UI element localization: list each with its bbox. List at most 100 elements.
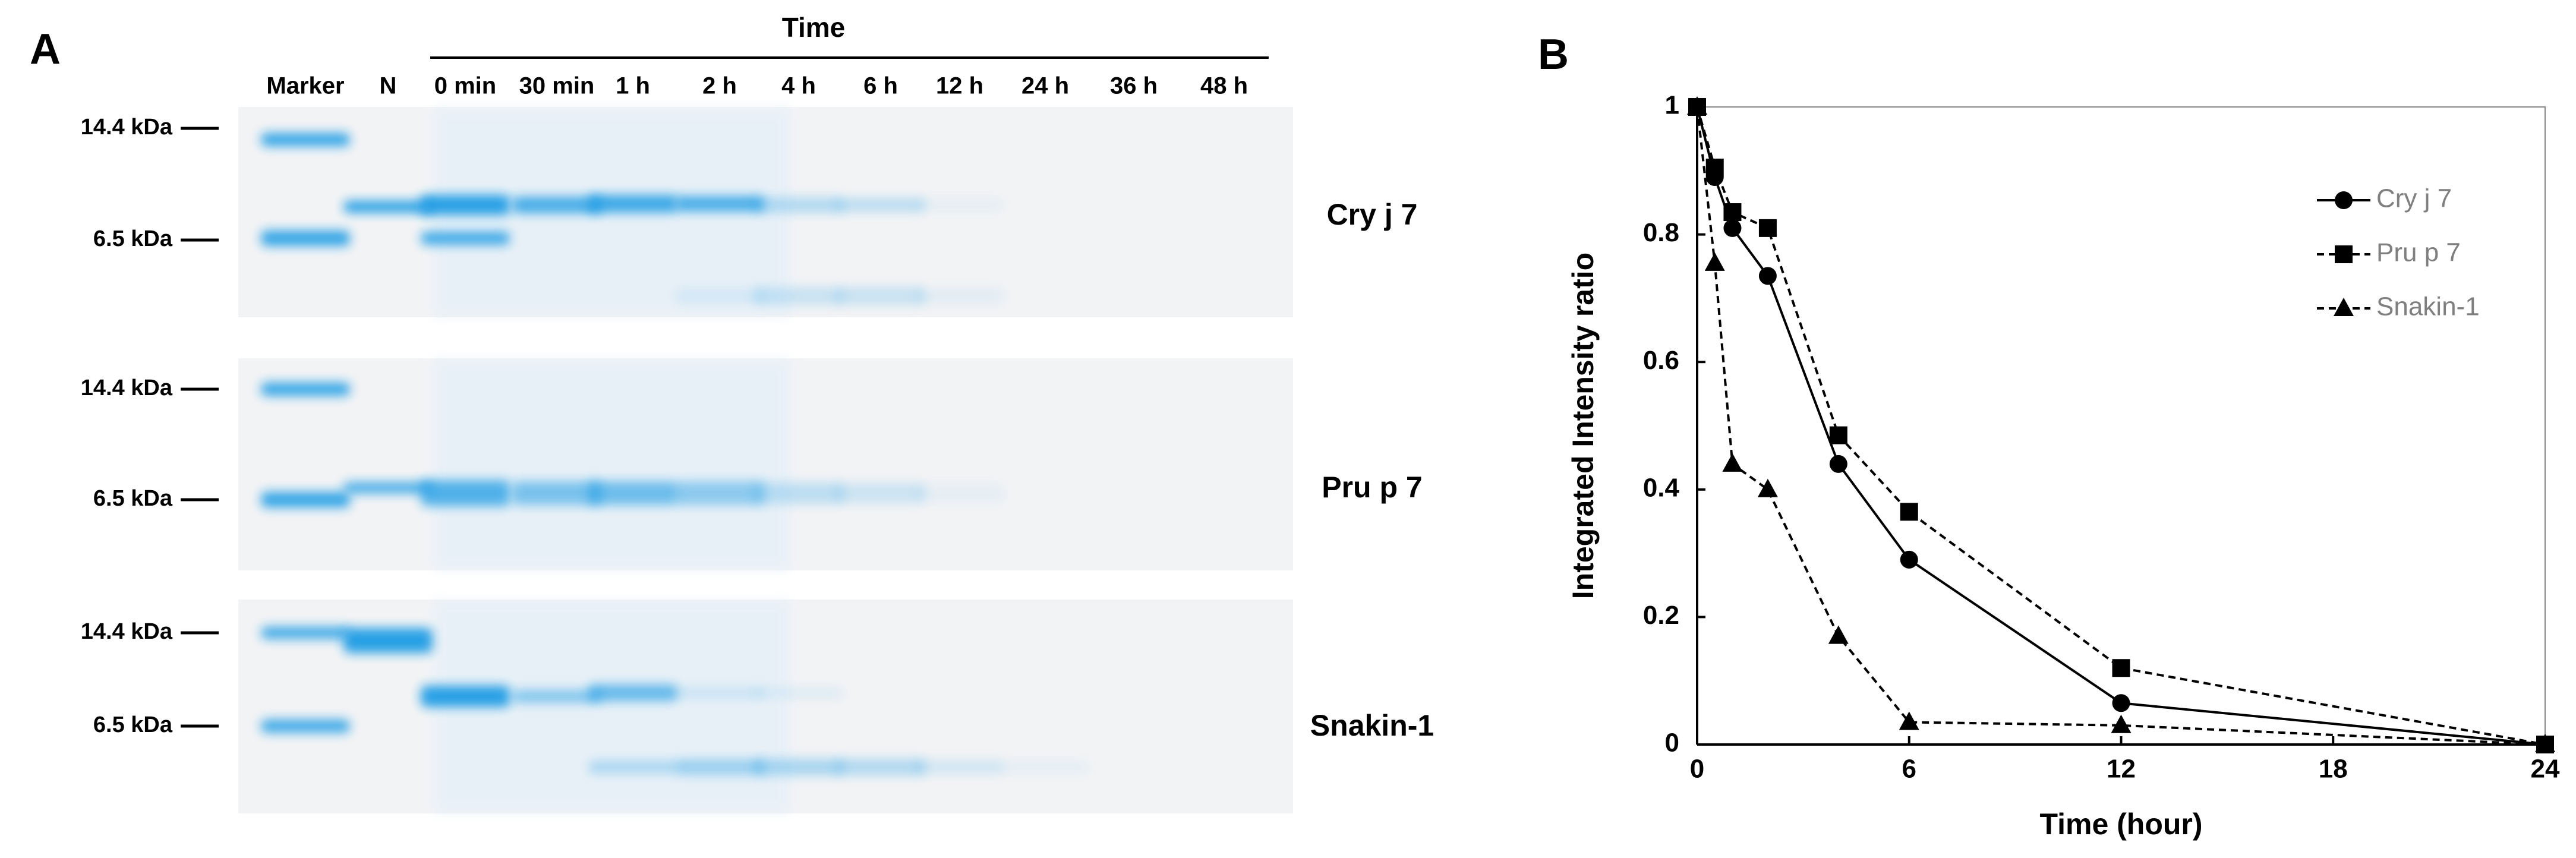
gel-band (915, 288, 1004, 304)
series-line (1696, 106, 2546, 746)
lane-label: 24 h (1021, 73, 1069, 99)
y-tick-label: 0 (1665, 728, 1679, 758)
gel-band (836, 198, 925, 212)
gel-band (261, 492, 350, 507)
marker-label: 6.5 kDa (93, 486, 173, 511)
y-tick-label: 0.6 (1643, 346, 1679, 375)
gel-band (754, 482, 843, 504)
lane-label: 1 h (616, 73, 650, 99)
gel-band (261, 627, 350, 639)
marker-label: 14.4 kDa (81, 115, 173, 140)
data-point (2111, 714, 2132, 733)
gel-band (836, 759, 925, 775)
data-point (1722, 453, 1743, 472)
gel-band (675, 196, 764, 212)
gel-band (512, 197, 601, 213)
gel-band (754, 687, 843, 698)
gel-band (261, 133, 350, 146)
gel-band (675, 288, 764, 304)
protein-name: Snakin-1 (1310, 709, 1434, 742)
gel-band (261, 383, 350, 396)
legend-marker (2334, 298, 2354, 316)
legend-label: Pru p 7 (2376, 238, 2461, 267)
protein-name: Cry j 7 (1327, 198, 1418, 231)
lane-label: 12 h (936, 73, 983, 99)
x-tick-label: 6 (1902, 755, 1916, 784)
marker-label: 14.4 kDa (81, 619, 173, 644)
data-point (1758, 267, 1777, 285)
y-tick-label: 1 (1665, 91, 1679, 120)
gel-band (421, 195, 510, 215)
lane-label: N (380, 73, 397, 99)
gel-band (836, 287, 925, 305)
data-point (1723, 219, 1742, 237)
gel-band (588, 481, 677, 505)
series-line (1696, 106, 2546, 746)
data-point (1900, 550, 1918, 569)
data-point (1757, 478, 1778, 497)
data-point (1829, 455, 1847, 473)
gel-band (261, 720, 350, 733)
lane-label: 4 h (781, 73, 816, 99)
x-tick-label: 0 (1690, 755, 1704, 784)
data-point (1704, 252, 1725, 271)
gel-band (421, 686, 510, 707)
data-point (2112, 659, 2130, 677)
gel-band (421, 232, 510, 245)
data-point (1900, 503, 1918, 521)
lane-label: 48 h (1200, 73, 1248, 99)
time-label: Time (782, 12, 846, 43)
legend-marker (2335, 191, 2353, 209)
legend-marker (2335, 245, 2353, 263)
y-tick-label: 0.4 (1643, 473, 1680, 502)
gel-band (343, 628, 433, 653)
gel-band (915, 760, 1004, 774)
lane-label: 6 h (863, 73, 898, 99)
y-tick-label: 0.2 (1643, 601, 1679, 630)
lane-label: 36 h (1110, 73, 1158, 99)
gel-band (836, 483, 925, 503)
marker-label: 6.5 kDa (93, 226, 173, 251)
data-point (2112, 694, 2130, 712)
gel-band (754, 197, 843, 213)
lane-label: 2 h (702, 73, 737, 99)
gel-band (675, 759, 764, 775)
protein-name: Pru p 7 (1322, 471, 1422, 504)
legend-label: Snakin-1 (2376, 292, 2480, 321)
marker-label: 14.4 kDa (81, 376, 173, 400)
x-tick-label: 18 (2319, 755, 2348, 784)
gel-band (512, 690, 601, 703)
gel-band (754, 759, 843, 775)
panel-label: B (1538, 31, 1569, 78)
y-tick-label: 0.8 (1643, 218, 1679, 247)
gel-band (675, 687, 764, 699)
y-axis-title: Integrated Intensity ratio (1566, 253, 1600, 599)
gel-band (915, 199, 1004, 211)
gel-band (588, 195, 677, 213)
gel-band (588, 761, 677, 774)
series-line (1696, 106, 2546, 746)
data-point (1899, 711, 1919, 730)
gel-band (1001, 761, 1090, 773)
gel-band (754, 287, 843, 305)
panel-label: A (30, 26, 61, 73)
x-axis-title: Time (hour) (2039, 807, 2202, 841)
lane-label: 30 min (519, 73, 595, 99)
gel-band (343, 201, 433, 213)
data-point (1829, 426, 1847, 444)
lane-label: Marker (266, 73, 344, 99)
data-point (1758, 219, 1777, 237)
gel-band (512, 481, 601, 505)
gel-band (675, 481, 764, 505)
gel-smear (434, 358, 790, 570)
x-tick-label: 24 (2531, 755, 2560, 784)
marker-label: 6.5 kDa (93, 712, 173, 737)
gel-band (421, 480, 510, 506)
gel-band (588, 684, 677, 701)
gel-band (343, 482, 433, 493)
legend-label: Cry j 7 (2376, 184, 2452, 213)
x-tick-label: 12 (2107, 755, 2136, 784)
gel-band (915, 484, 1004, 502)
